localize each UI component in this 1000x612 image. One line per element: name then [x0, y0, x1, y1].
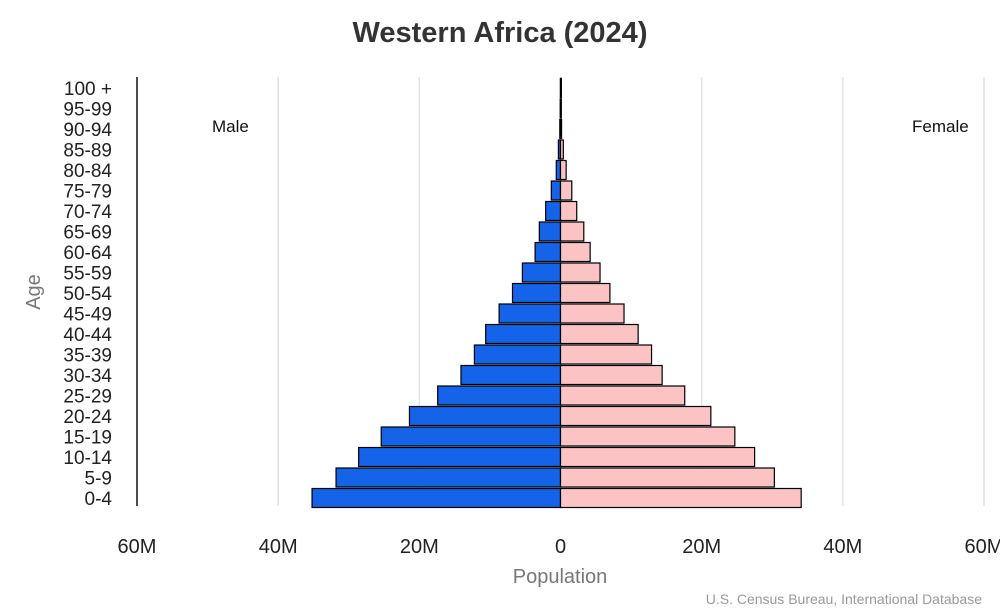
x-tick-label: 60M	[965, 536, 1000, 558]
bar-male-0-4	[311, 487, 562, 509]
bar-male-5-9	[335, 467, 562, 488]
bar-female-75-79	[559, 180, 573, 201]
age-label: 85-89	[63, 141, 112, 162]
bars	[311, 77, 802, 509]
x-axis-tick-labels: 60M 40M 20M 0 20M 40M 60M	[118, 536, 1000, 558]
legend-male-label: Male	[212, 117, 249, 136]
source-note: U.S. Census Bureau, International Databa…	[706, 591, 982, 607]
bar-female-15-19	[559, 426, 736, 447]
bar-female-30-34	[559, 364, 663, 386]
age-label: 55-59	[63, 264, 112, 285]
x-axis-title: Population	[513, 566, 608, 588]
bar-female-55-59	[559, 262, 601, 283]
x-tick-label: 20M	[400, 536, 439, 558]
bar-female-85-89	[559, 139, 564, 160]
chart-title: Western Africa (2024)	[353, 17, 648, 49]
y-axis-title: Age	[23, 274, 45, 310]
bar-male-75-79	[550, 180, 562, 201]
age-label: 15-19	[63, 428, 112, 449]
age-label: 75-79	[63, 182, 112, 203]
x-tick-label: 20M	[682, 536, 721, 558]
age-label: 40-44	[63, 325, 112, 346]
bar-female-40-44	[559, 323, 639, 345]
bar-male-25-29	[437, 385, 562, 406]
bar-female-65-69	[559, 221, 585, 242]
x-tick-label: 0	[555, 536, 566, 558]
bar-male-15-19	[380, 426, 562, 447]
bar-female-5-9	[559, 467, 775, 488]
x-tick-label: 40M	[259, 536, 298, 558]
bar-male-45-49	[498, 303, 562, 324]
age-group-labels: 100 +95-9990-9485-8980-8475-7970-7465-69…	[63, 79, 112, 510]
bar-female-25-29	[559, 385, 686, 406]
bar-female-80-84	[559, 159, 567, 181]
bar-male-30-34	[460, 364, 562, 386]
bar-male-35-39	[473, 344, 562, 365]
age-label: 10-14	[63, 448, 112, 469]
bar-female-35-39	[559, 344, 653, 365]
bar-male-10-14	[358, 446, 562, 468]
age-label: 45-49	[63, 305, 112, 326]
bar-female-60-64	[559, 241, 591, 263]
bar-female-50-54	[559, 282, 611, 304]
bar-male-40-44	[485, 323, 562, 345]
bar-female-45-49	[559, 303, 625, 324]
bar-female-10-14	[559, 446, 756, 468]
age-label: 0-4	[85, 489, 113, 510]
age-label: 5-9	[85, 469, 112, 490]
age-label: 25-29	[63, 387, 112, 408]
age-label: 50-54	[63, 284, 112, 305]
bar-male-20-24	[408, 405, 562, 427]
age-label: 30-34	[63, 366, 112, 387]
age-label: 35-39	[63, 346, 112, 367]
bar-male-80-84	[555, 159, 562, 181]
bar-female-95-99	[559, 98, 562, 119]
bar-male-50-54	[511, 282, 562, 304]
bar-female-0-4	[559, 487, 802, 509]
x-tick-label: 40M	[823, 536, 862, 558]
age-label: 20-24	[63, 407, 112, 428]
age-label: 65-69	[63, 223, 112, 244]
age-label: 80-84	[63, 161, 112, 182]
bar-female-70-74	[559, 200, 578, 222]
age-label: 95-99	[63, 100, 112, 121]
age-label: 90-94	[63, 120, 112, 141]
age-label: 70-74	[63, 202, 112, 223]
bar-male-60-64	[534, 241, 562, 263]
legend-female-label: Female	[912, 117, 969, 136]
bar-female-90-94	[559, 118, 563, 140]
bar-male-65-69	[538, 221, 562, 242]
bar-female-20-24	[559, 405, 712, 427]
bar-male-70-74	[545, 200, 562, 222]
bar-female-100plus	[559, 77, 562, 99]
bar-male-55-59	[521, 262, 562, 283]
age-label: 100 +	[64, 79, 112, 100]
age-label: 60-64	[63, 243, 112, 264]
x-tick-label: 60M	[118, 536, 157, 558]
